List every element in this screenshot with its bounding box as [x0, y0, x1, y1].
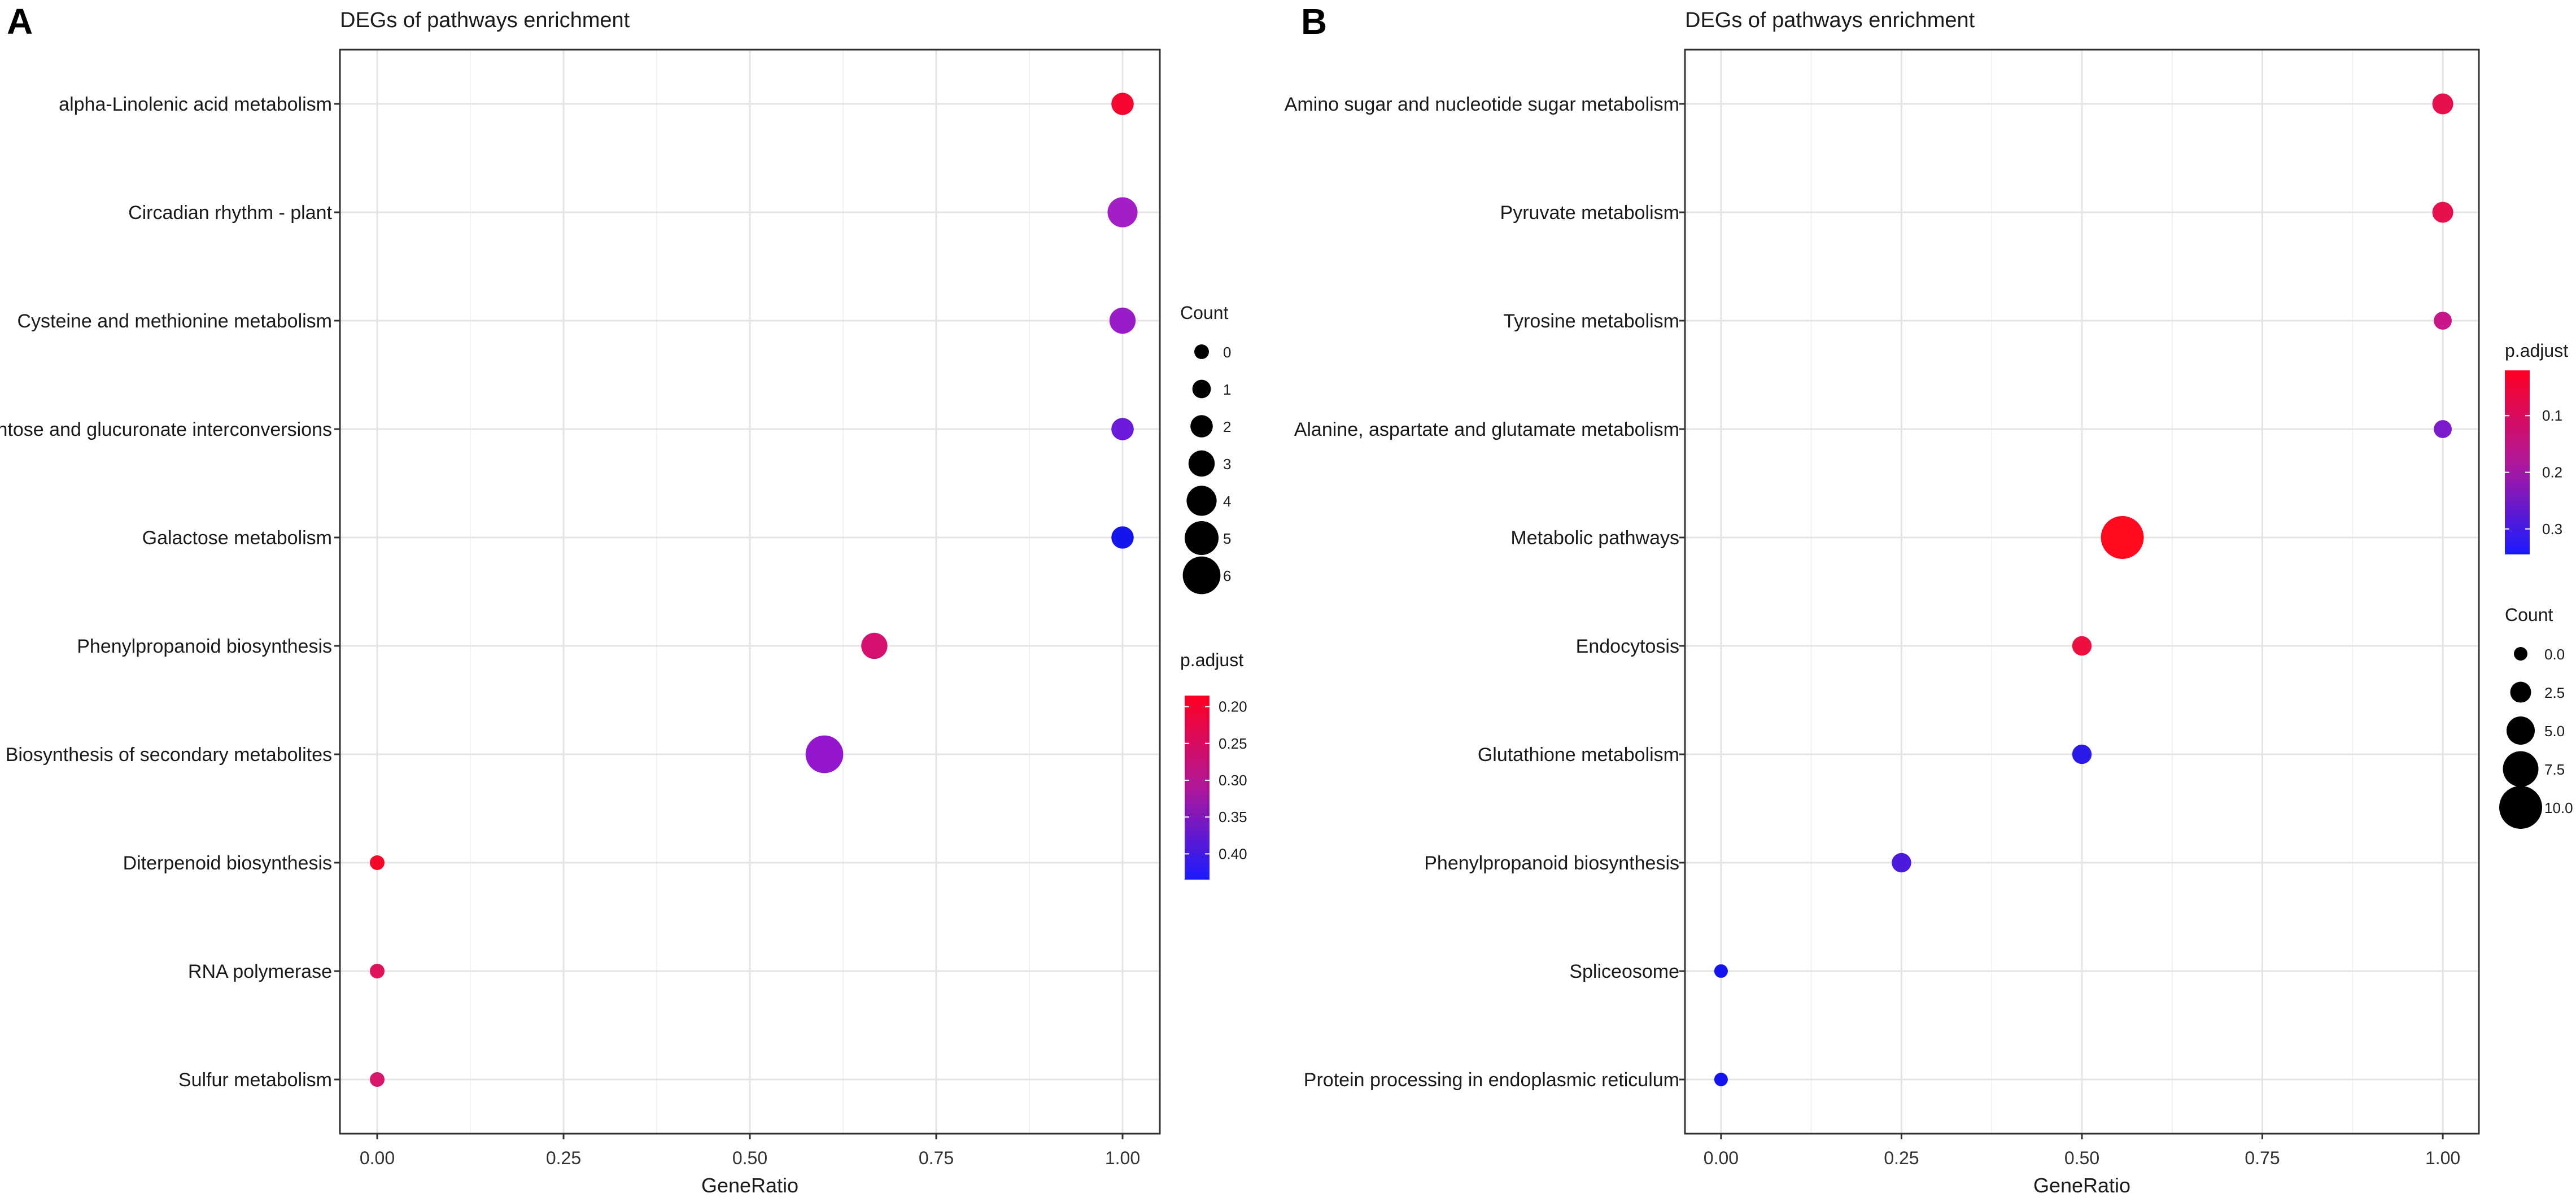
y-tick-label: alpha-Linolenic acid metabolism [59, 94, 332, 115]
data-point [1111, 526, 1134, 549]
data-point [1714, 964, 1728, 978]
y-tick-label: Pentose and glucuronate interconversions [0, 419, 332, 440]
size-legend-label: 10.0 [2544, 799, 2573, 816]
size-legend-dot [2507, 716, 2535, 745]
data-point [370, 1072, 385, 1087]
panel-label: B [1301, 1, 1327, 42]
size-legend-dot [2514, 647, 2527, 661]
x-axis-label: GeneRatio [701, 1174, 798, 1197]
size-legend-dot [1186, 486, 1217, 516]
x-tick-label: 0.50 [732, 1148, 767, 1168]
size-legend-dot [1192, 379, 1211, 399]
size-legend-label: 1 [1223, 381, 1231, 398]
data-point [370, 855, 385, 870]
size-legend-label: 5 [1223, 530, 1231, 547]
colorbar-label: 0.20 [1219, 698, 1247, 715]
y-tick-label: Glutathione metabolism [1478, 744, 1679, 766]
size-legend-dot [1190, 415, 1213, 438]
data-point [1107, 197, 1138, 228]
y-tick-label: Metabolic pathways [1510, 527, 1679, 549]
x-tick-label: 0.75 [2245, 1148, 2280, 1168]
size-legend-label: 2.5 [2544, 684, 2565, 701]
y-tick-label: Spliceosome [1569, 961, 1679, 982]
size-legend-label: 4 [1223, 493, 1231, 510]
legend-title: p.adjust [2505, 340, 2568, 361]
size-legend-dot [1194, 344, 1209, 359]
data-point [1111, 418, 1134, 440]
data-point [2432, 93, 2453, 115]
y-tick-label: Protein processing in endoplasmic reticu… [1304, 1069, 1679, 1091]
y-tick-label: Sulfur metabolism [178, 1069, 332, 1091]
data-point [805, 735, 844, 773]
size-legend-label: 0 [1223, 344, 1231, 361]
x-tick-label: 0.00 [360, 1148, 395, 1168]
legend-title: Count [1180, 303, 1229, 323]
panel-label: A [7, 1, 33, 42]
size-legend-label: 5.0 [2544, 723, 2565, 740]
y-tick-label: Diterpenoid biosynthesis [123, 853, 332, 874]
chart-title: DEGs of pathways enrichment [1685, 8, 1975, 32]
y-tick-label: Alanine, aspartate and glutamate metabol… [1294, 419, 1679, 440]
colorbar-label: 0.1 [2542, 407, 2562, 424]
x-axis-label: GeneRatio [2033, 1174, 2130, 1197]
data-point [1714, 1073, 1728, 1086]
data-point [2434, 420, 2452, 438]
size-legend-label: 3 [1223, 456, 1231, 473]
x-tick-label: 1.00 [2425, 1148, 2460, 1168]
y-tick-label: Circadian rhythm - plant [128, 202, 332, 224]
x-tick-label: 0.75 [919, 1148, 954, 1168]
data-point [1892, 853, 1911, 873]
x-tick-label: 0.00 [1704, 1148, 1739, 1168]
y-tick-label: Endocytosis [1576, 636, 1679, 657]
chart-title: DEGs of pathways enrichment [340, 8, 630, 32]
data-point [2432, 202, 2453, 223]
y-tick-label: Amino sugar and nucleotide sugar metabol… [1285, 94, 1679, 115]
size-legend-dot [1182, 556, 1221, 595]
x-tick-label: 1.00 [1105, 1148, 1140, 1168]
data-point [2101, 516, 2144, 559]
y-tick-label: Pyruvate metabolism [1500, 202, 1679, 224]
data-point [2072, 744, 2092, 764]
data-point [861, 632, 888, 659]
size-legend-label: 7.5 [2544, 761, 2565, 778]
x-tick-label: 0.50 [2064, 1148, 2099, 1168]
colorbar-label: 0.2 [2542, 464, 2562, 481]
x-tick-label: 0.25 [546, 1148, 581, 1168]
y-tick-label: Biosynthesis of secondary metabolites [6, 744, 332, 766]
y-tick-label: Phenylpropanoid biosynthesis [1424, 853, 1679, 874]
data-point [370, 964, 385, 978]
size-legend-label: 0.0 [2544, 646, 2565, 663]
y-tick-label: Cysteine and methionine metabolism [17, 311, 332, 332]
colorbar-label: 0.25 [1219, 735, 1247, 752]
x-tick-label: 0.25 [1884, 1148, 1919, 1168]
y-tick-label: Galactose metabolism [142, 527, 332, 549]
data-point [2434, 312, 2452, 330]
data-point [1111, 93, 1134, 115]
colorbar-label: 0.3 [2542, 521, 2562, 537]
size-legend-dot [2503, 751, 2539, 787]
size-legend-label: 6 [1223, 567, 1231, 584]
data-point [2072, 636, 2092, 656]
colorbar [2505, 370, 2530, 554]
size-legend-dot [1185, 521, 1219, 555]
colorbar-label: 0.35 [1219, 808, 1247, 825]
y-tick-label: RNA polymerase [188, 961, 332, 982]
colorbar-label: 0.30 [1219, 772, 1247, 789]
y-tick-label: Tyrosine metabolism [1503, 311, 1679, 332]
colorbar [1185, 696, 1210, 880]
size-legend-label: 2 [1223, 418, 1231, 435]
size-legend-dot [2499, 786, 2542, 829]
size-legend-dot [1188, 450, 1215, 477]
legend-title: p.adjust [1180, 650, 1243, 670]
y-tick-label: Phenylpropanoid biosynthesis [77, 636, 332, 657]
colorbar-label: 0.40 [1219, 845, 1247, 862]
legend-title: Count [2505, 605, 2553, 625]
data-point [1109, 307, 1136, 334]
size-legend-dot [2510, 681, 2531, 703]
